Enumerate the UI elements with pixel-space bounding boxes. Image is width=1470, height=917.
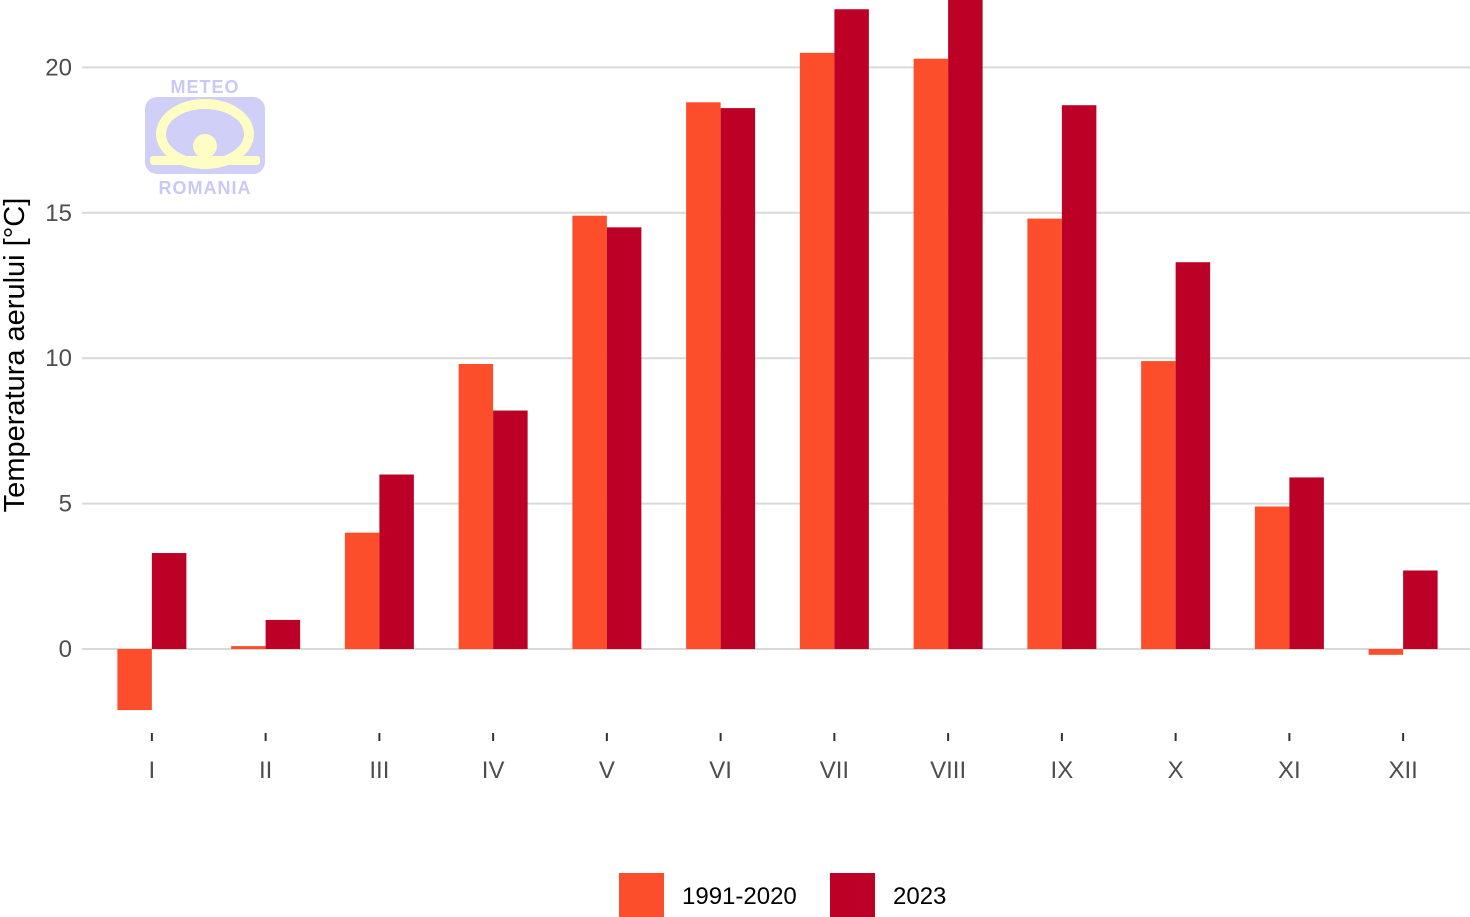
x-tick-labels: I II III IV V VI VII VIII IX X XI XII <box>149 733 1418 784</box>
legend-key-2023 <box>830 873 875 917</box>
y-tick-label: 20 <box>45 54 72 81</box>
x-tick-label: XII <box>1388 757 1417 784</box>
bar-III-2023 <box>379 474 414 649</box>
y-tick-label: 5 <box>59 491 72 518</box>
bar-I-2023 <box>151 553 187 649</box>
bar-I-1991-2020 <box>117 649 152 711</box>
bar-V-2023 <box>606 227 642 649</box>
bars <box>117 0 1438 711</box>
x-tick-label: III <box>369 757 389 784</box>
legend-label: 1991-2020 <box>682 883 797 910</box>
bar-XII-1991-2020 <box>1368 649 1404 655</box>
x-tick-label: XI <box>1278 757 1301 784</box>
y-tick-labels: 0 5 10 15 20 <box>45 54 72 663</box>
x-tick-label: VII <box>820 757 849 784</box>
bar-VI-1991-2020 <box>686 102 721 649</box>
logo-sun-icon <box>193 134 217 158</box>
logo-bar-icon <box>150 156 260 165</box>
y-tick-label: 0 <box>59 636 72 663</box>
bar-VII-1991-2020 <box>799 52 835 650</box>
logo-bottom-text: ROMANIA <box>159 178 252 198</box>
bar-VI-2023 <box>720 108 756 649</box>
y-tick-label: 10 <box>45 345 72 372</box>
bar-X-2023 <box>1175 262 1211 649</box>
bar-VII-2023 <box>834 9 869 650</box>
y-tick-label: 15 <box>45 200 72 227</box>
legend-label: 2023 <box>893 883 946 910</box>
bar-VIII-2023 <box>948 0 983 650</box>
bar-IX-2023 <box>1061 105 1097 650</box>
y-gridlines <box>82 66 1470 650</box>
bar-III-1991-2020 <box>344 532 380 649</box>
legend-key-1991-2020 <box>619 873 664 917</box>
bar-II-1991-2020 <box>231 646 266 649</box>
bar-XII-2023 <box>1403 570 1438 649</box>
x-tick-label: I <box>149 757 156 784</box>
bar-IV-1991-2020 <box>458 364 494 649</box>
bar-II-2023 <box>265 619 301 649</box>
bar-IX-1991-2020 <box>1027 218 1062 649</box>
bar-V-1991-2020 <box>572 215 607 649</box>
x-tick-label: VIII <box>930 757 966 784</box>
logo-top-text: METEO <box>170 77 239 97</box>
y-axis-title: Temperatura aerului [°C] <box>0 198 31 513</box>
bar-IV-2023 <box>493 410 528 649</box>
bar-VIII-1991-2020 <box>913 58 949 649</box>
meteo-romania-logo: METEO ROMANIA <box>145 77 265 198</box>
x-tick-label: V <box>599 757 615 784</box>
x-tick-label: IX <box>1051 757 1074 784</box>
x-tick-label: VI <box>709 757 732 784</box>
bar-XI-2023 <box>1289 477 1324 649</box>
x-tick-label: II <box>259 757 272 784</box>
x-tick-label: X <box>1168 757 1184 784</box>
bar-X-1991-2020 <box>1141 361 1176 649</box>
x-tick-label: IV <box>482 757 505 784</box>
bar-XI-1991-2020 <box>1254 506 1290 649</box>
legend: 1991-2020 2023 <box>619 873 946 917</box>
